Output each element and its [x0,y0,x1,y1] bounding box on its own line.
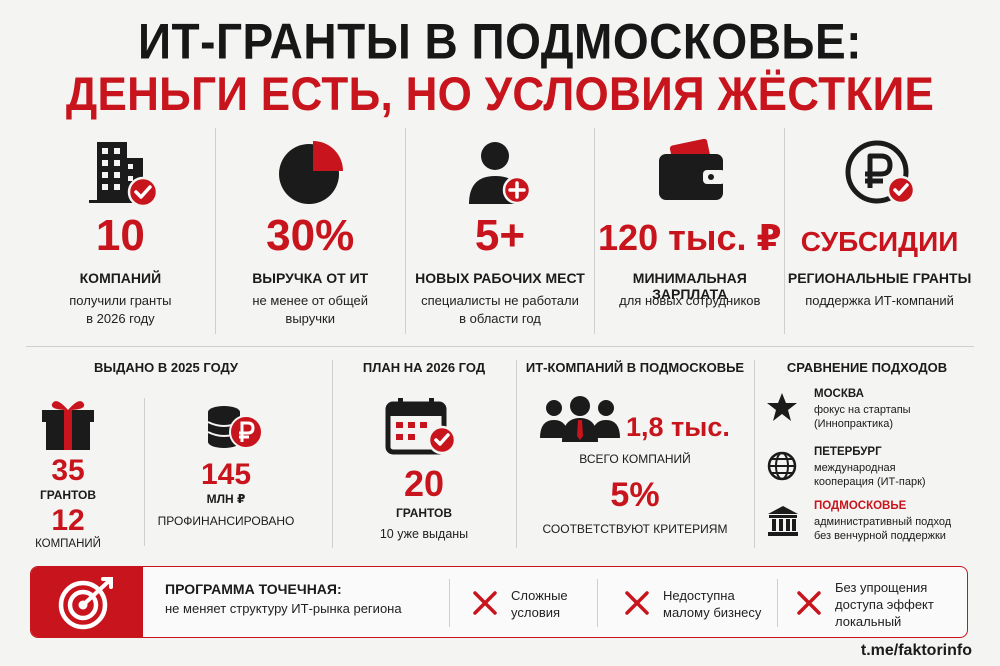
comparison-item-moscow-region: ПОДМОСКОВЬЕ административный подход без в… [760,500,974,550]
comparison-name: ПОДМОСКОВЬЕ [814,500,907,512]
ruble-coin-check-icon [845,140,915,205]
program-description: не меняет структуру ИТ-рынка региона [165,601,402,616]
money-label: ПРОФИНАНСИРОВАНО [157,514,295,528]
total-value: 1,8 тыс. [626,412,730,442]
headline-line-1: ИТ-ГРАНТЫ В ПОДМОСКОВЬЕ: [137,12,862,70]
stat-description: получили гранты в 2026 году [69,293,172,326]
divider [26,346,974,347]
comparison-desc: международная кооперация (ИТ-парк) [814,462,926,488]
comparison-name: ПЕТЕРБУРГ [814,446,882,458]
con-complex-conditions: Сложные условия [511,588,568,620]
key-stats-row: 10 КОМПАНИЙ получили гранты в 2026 году 3… [26,128,974,334]
stat-value: СУБСИДИИ [800,226,959,257]
coins-ruble-icon [207,406,263,449]
section-heading: ИТ-КОМПАНИЙ В ПОДМОСКОВЬЕ [525,360,745,375]
headline-line-2: ДЕНЬГИ ЕСТЬ, НО УСЛОВИЯ ЖЁСТКИЕ [65,68,935,121]
plan-label: ГРАНТОВ [395,506,453,520]
stat-description: поддержка ИТ-компаний [805,293,954,308]
building-check-icon [89,142,159,208]
divider [754,360,755,548]
stat-value: 120 тыс. ₽ [598,217,782,258]
cross-icon [797,591,821,615]
issued-2025-section: ВЫДАНО В 2025 ГОДУ 35 ГРАНТОВ 12 КОМПАНИ… [26,356,318,552]
share-value: 5% [610,476,660,514]
gift-icon [42,401,94,450]
stat-description: не менее от общей выручки [252,293,369,326]
stat-min-salary: 120 тыс. ₽ МИНИМАЛЬНАЯ ЗАРПЛАТА для новы… [594,128,784,334]
pie-chart-icon [279,141,344,204]
share-label: СООТВЕТСТВУЮТ КРИТЕРИЯМ [542,522,728,536]
cross-icon [473,591,497,615]
plan-note: 10 уже выданы [379,527,469,541]
comparison-section: СРАВНЕНИЕ ПОДХОДОВ МОСКВА фокус на старт… [760,356,974,552]
globe-icon [767,451,797,481]
stat-companies: 10 КОМПАНИЙ получили гранты в 2026 году [26,128,215,334]
money-unit: МЛН ₽ [206,492,246,506]
wallet-icon [658,138,725,200]
total-label: ВСЕГО КОМПАНИЙ [579,452,691,466]
divider [516,360,517,548]
section-heading: СРАВНЕНИЕ ПОДХОДОВ [786,360,948,375]
plan-2026-section: ПЛАН НА 2026 ГОД 20 ГРАНТОВ 10 уже выдан… [338,356,510,552]
comparison-desc: фокус на стартапы (Иннопрактика) [814,404,911,430]
stat-subsidies: СУБСИДИИ РЕГИОНАЛЬНЫЕ ГРАНТЫ поддержка И… [784,128,974,334]
program-text: ПРОГРАММА ТОЧЕЧНАЯ: не меняет структуру … [165,581,465,616]
target-icon-box [31,567,143,637]
user-plus-icon [468,142,532,205]
companies-label: КОМПАНИЙ [35,538,101,550]
companies-value: 12 [51,504,85,537]
section-heading: ВЫДАНО В 2025 ГОДУ [93,360,239,375]
target-icon [58,577,113,630]
source-link[interactable]: t.me/faktorinfo [860,642,972,659]
grants-value: 35 [51,454,85,487]
calendar-check-icon [385,398,456,455]
program-summary-panel: ПРОГРАММА ТОЧЕЧНАЯ: не меняет структуру … [30,566,968,638]
con-local-effect: Без упрощения доступа эффект локальный [835,580,934,629]
government-building-icon [768,506,798,536]
comparison-desc: административный подход без венчурной под… [814,516,952,542]
divider [449,579,450,627]
stat-label: МИНИМАЛЬНАЯ ЗАРПЛАТА [632,270,747,302]
divider [144,398,145,546]
stat-value: 5+ [474,211,526,260]
stat-label: РЕГИОНАЛЬНЫЕ ГРАНТЫ [787,270,972,286]
team-icon [540,396,620,442]
cross-icon [625,591,649,615]
stat-label: КОМПАНИЙ [79,270,162,286]
star-icon [767,393,797,421]
stat-label: ВЫРУЧКА ОТ ИТ [252,270,369,286]
divider [597,579,598,627]
divider [332,360,333,548]
divider [777,579,778,627]
stat-description: для новых сотрудников [619,293,761,308]
stat-it-revenue: 30% ВЫРУЧКА ОТ ИТ не менее от общей выруч… [214,128,405,334]
plan-value: 20 [403,463,445,504]
stat-label: НОВЫХ РАБОЧИХ МЕСТ [415,270,585,286]
stat-value: 10 [95,211,145,260]
comparison-item-moscow: МОСКВА фокус на стартапы (Иннопрактика) [760,386,974,436]
grants-label: ГРАНТОВ [39,488,97,502]
section-heading: ПЛАН НА 2026 ГОД [362,360,486,375]
stat-value: 30% [266,211,355,260]
it-companies-section: ИТ-КОМПАНИЙ В ПОДМОСКОВЬЕ 1,8 тыс. ВСЕГО… [522,356,748,552]
details-row: ВЫДАНО В 2025 ГОДУ 35 ГРАНТОВ 12 КОМПАНИ… [26,356,974,552]
con-not-for-small-business: Недоступна малому бизнесу [663,588,762,620]
comparison-item-petersburg: ПЕТЕРБУРГ международная кооперация (ИТ-па… [760,444,974,494]
comparison-name: МОСКВА [814,388,864,400]
stat-new-jobs: 5+ НОВЫХ РАБОЧИХ МЕСТ специалисты не раб… [404,128,595,334]
money-value: 145 [200,458,252,491]
program-heading: ПРОГРАММА ТОЧЕЧНАЯ: [165,581,342,597]
stat-description: специалисты не работали в области год [421,293,579,326]
